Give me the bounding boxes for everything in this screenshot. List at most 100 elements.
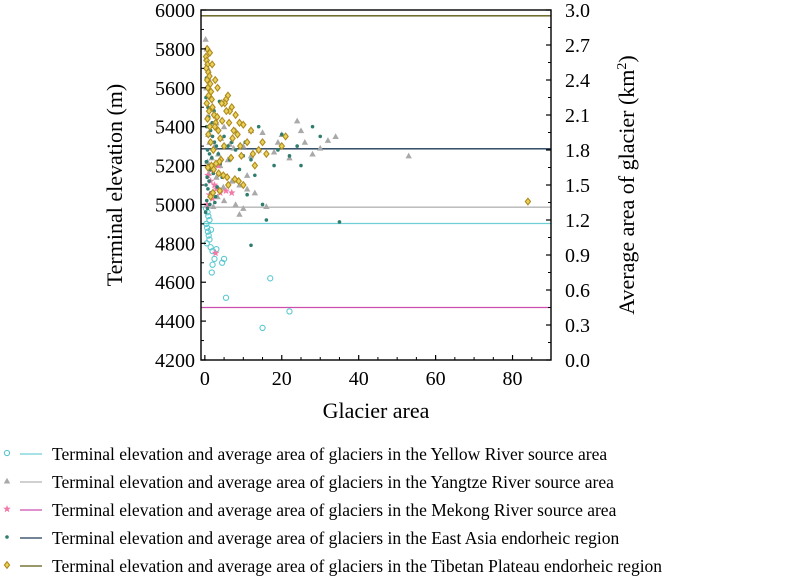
x-axis-title: Glacier area (323, 398, 430, 423)
data-point (205, 212, 212, 220)
y-axis-right-title-main: Average area of glacier (km (614, 70, 639, 315)
data-point (206, 122, 214, 131)
data-point (211, 249, 220, 257)
data-point (220, 183, 227, 190)
data-point (207, 138, 214, 147)
data-point (205, 106, 213, 116)
data-point (207, 226, 215, 233)
data-point (259, 138, 266, 147)
y-left-tick-label: 5400 (155, 117, 195, 139)
data-point (207, 179, 211, 183)
data-point (278, 141, 286, 151)
legend-label: Terminal elevation and average area of g… (52, 556, 662, 576)
data-point (297, 127, 305, 134)
legend-entry-1: Terminal elevation and average area of g… (3, 444, 607, 464)
data-point (204, 171, 212, 179)
data-point (337, 220, 342, 224)
y-axis-right-title: Average area of glacier (km2) (614, 55, 639, 314)
y-left-tick-label: 5000 (155, 194, 195, 216)
data-point (276, 148, 280, 152)
data-point (213, 174, 220, 180)
legend: Terminal elevation and average area of g… (3, 444, 662, 576)
data-point (286, 308, 293, 315)
data-point (243, 138, 251, 147)
data-point (247, 126, 255, 135)
data-point (210, 181, 219, 189)
data-point (208, 95, 216, 104)
data-point (225, 180, 232, 190)
data-point (207, 192, 214, 201)
data-point (226, 144, 230, 148)
legend-label: Terminal elevation and average area of g… (52, 472, 614, 492)
data-point (232, 201, 239, 208)
data-point (255, 145, 262, 155)
legend-entry-4: Terminal elevation and average area of g… (5, 528, 620, 548)
legend-marker (3, 560, 11, 570)
data-point (318, 134, 323, 139)
legend-marker (3, 449, 11, 457)
y-left-tick-label: 4200 (155, 350, 195, 372)
data-point (227, 153, 235, 162)
legend-marker (5, 535, 9, 539)
data-point (332, 133, 339, 139)
data-point (293, 117, 301, 124)
data-point (301, 139, 309, 145)
y-axis-right-title-end: ) (614, 55, 639, 62)
data-point (230, 126, 237, 135)
legend-label: Terminal elevation and average area of g… (52, 500, 617, 520)
y-left-tick-label: 5200 (155, 156, 195, 178)
data-point (209, 261, 216, 268)
data-point (260, 202, 265, 207)
data-point (220, 197, 228, 204)
data-point (225, 118, 233, 127)
data-point (220, 171, 227, 180)
data-point (251, 189, 259, 196)
data-point (219, 259, 226, 266)
data-point (203, 210, 208, 215)
data-point (210, 134, 215, 139)
data-point (215, 169, 222, 178)
data-point (235, 176, 242, 186)
data-point (216, 186, 224, 196)
data-point (205, 206, 210, 211)
data-point (205, 130, 212, 139)
data-point (222, 134, 226, 139)
y-left-tick-label: 6000 (155, 0, 195, 22)
data-point (211, 255, 218, 263)
y-right-tick-label: 0.9 (565, 245, 590, 267)
data-point (264, 218, 269, 222)
data-point (209, 103, 216, 112)
data-point (263, 203, 270, 209)
data-point (223, 106, 230, 116)
data-point (274, 139, 282, 145)
data-point (218, 99, 226, 108)
data-point (211, 75, 219, 85)
data-point (204, 198, 209, 203)
y-right-tick-label: 1.8 (565, 140, 590, 162)
y-axis-right-title-sup: 2 (615, 63, 630, 70)
legend-label: Terminal elevation and average area of g… (52, 528, 620, 548)
data-point (324, 137, 332, 143)
data-point (214, 161, 223, 169)
data-point (287, 154, 292, 158)
data-point (263, 149, 270, 159)
data-point (212, 159, 220, 168)
y-left-tick-label: 4400 (155, 311, 195, 333)
data-point (282, 132, 289, 141)
y-right-tick-label: 0.6 (565, 280, 590, 302)
legend-entry-2: Terminal elevation and average area of g… (3, 472, 614, 492)
data-point (223, 173, 231, 182)
data-point (215, 126, 222, 135)
data-point (212, 140, 217, 145)
data-point (240, 120, 247, 129)
data-point (213, 112, 221, 122)
data-point (243, 185, 251, 192)
legend-marker (3, 477, 11, 484)
data-point (222, 186, 230, 195)
data-point (243, 172, 251, 178)
y-right-tick-label: 0.0 (565, 350, 590, 372)
x-tick-label: 0 (200, 368, 210, 390)
data-points (202, 35, 532, 332)
data-point (251, 161, 259, 170)
y-right-tick-label: 2.4 (565, 70, 590, 92)
